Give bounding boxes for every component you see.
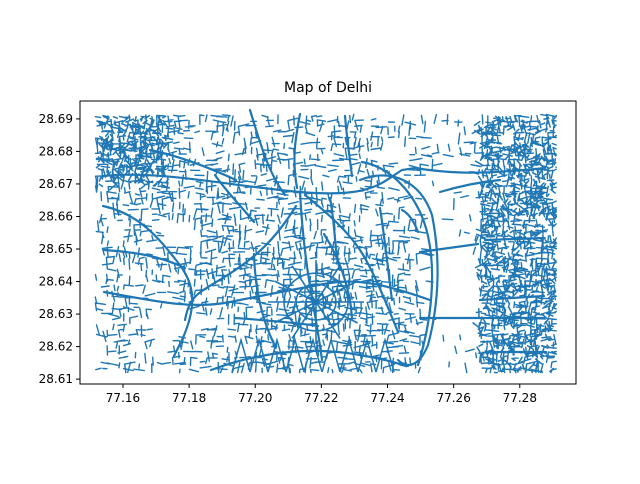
circular-road [295, 283, 337, 321]
y-tick-label: 28.64 [39, 275, 73, 289]
arterial-road [303, 193, 400, 334]
y-tick-label: 28.63 [39, 307, 73, 321]
x-tick-label: 77.16 [106, 391, 140, 405]
y-axis: 28.61 28.62 28.63 28.64 28.65 28.66 28.67 28.68… [39, 112, 80, 386]
x-tick-label: 77.24 [370, 391, 404, 405]
circular-road [305, 292, 327, 312]
axes-frame [79, 100, 577, 385]
arterial-road [209, 349, 410, 372]
arterial-road [438, 178, 502, 194]
arterial-road [101, 204, 194, 358]
x-tick-label: 77.28 [503, 391, 537, 405]
arterial-road [328, 196, 342, 272]
arterial-road [400, 208, 420, 234]
y-tick-label: 28.67 [39, 177, 73, 191]
x-tick-label: 77.20 [238, 391, 272, 405]
arterial-road [478, 294, 546, 302]
arterial-road [213, 173, 256, 224]
arterial-road [102, 248, 187, 270]
arterial-road [343, 114, 354, 178]
y-tick-label: 28.68 [39, 144, 73, 158]
circular-road [283, 272, 349, 332]
y-tick-label: 28.61 [39, 372, 73, 386]
chart-title: Map of Delhi [284, 80, 372, 96]
arterial-road [101, 166, 547, 195]
radial-roads [268, 260, 364, 344]
arterial-road [418, 242, 480, 254]
arterial-road [183, 204, 298, 322]
x-tick-label: 77.22 [304, 391, 338, 405]
x-tick-label: 77.18 [172, 391, 206, 405]
road-network [94, 108, 557, 374]
x-tick-label: 77.26 [436, 391, 470, 405]
arterial-road [298, 190, 324, 362]
arterial-road [322, 232, 354, 320]
y-tick-label: 28.66 [39, 209, 73, 223]
arterial-road [148, 148, 238, 182]
arterial-road [483, 236, 546, 242]
arterial-road [102, 280, 432, 307]
ring-road [358, 174, 439, 367]
arterial-road [293, 112, 302, 190]
arterial-road [378, 206, 394, 302]
y-tick-label: 28.69 [39, 112, 73, 126]
y-tick-label: 28.65 [39, 242, 73, 256]
arterial-road [248, 108, 287, 197]
x-axis: 77.16 77.18 77.20 77.22 77.24 77.26 77.28 [106, 384, 537, 405]
arterial-road [252, 252, 277, 348]
diagonal-avenues [231, 337, 395, 373]
y-tick-label: 28.62 [39, 340, 73, 354]
